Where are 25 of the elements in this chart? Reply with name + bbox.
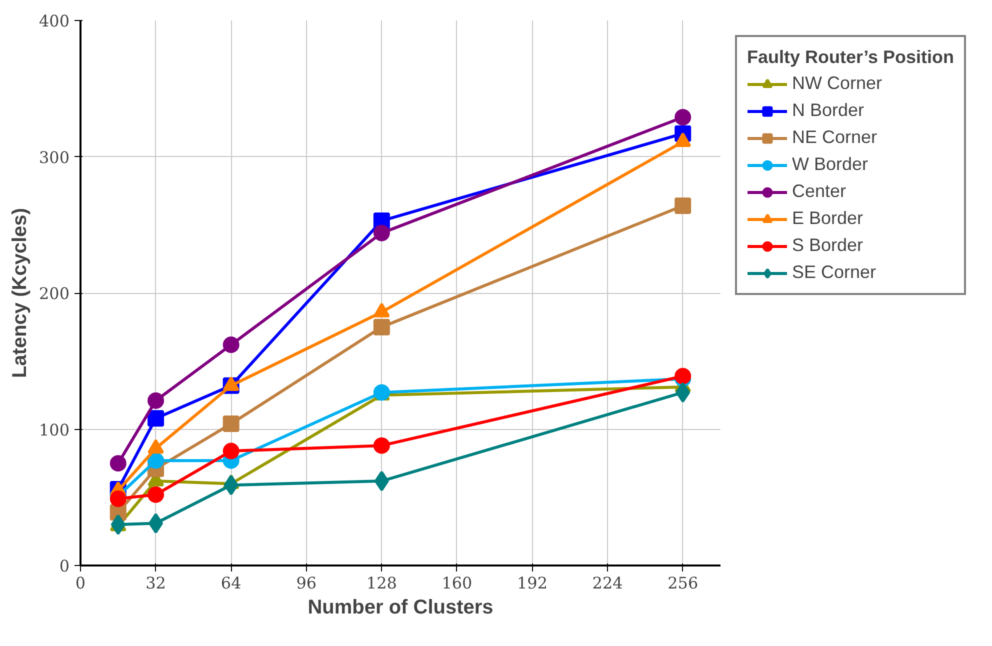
legend-label: SE Corner: [792, 262, 876, 283]
y-tick-label: 200: [38, 284, 70, 303]
y-tick-label: 300: [38, 148, 70, 167]
legend-label: E Border: [792, 208, 864, 229]
x-tick-label: 128: [366, 574, 397, 592]
x-tick-label: 160: [442, 574, 472, 592]
legend-label: N Border: [792, 100, 864, 121]
legend-label: Center: [792, 181, 846, 202]
x-tick-label: 256: [668, 574, 698, 592]
legend-title: Faulty Router’s Position: [747, 47, 954, 68]
x-tick-label: 64: [220, 574, 242, 592]
legend-label: NE Corner: [792, 127, 878, 148]
legend-label: W Border: [792, 154, 868, 175]
y-tick-label: 0: [59, 556, 70, 576]
x-tick-label: 32: [146, 574, 166, 592]
x-tick-label: 96: [296, 574, 317, 592]
x-tick-label: 192: [516, 574, 548, 592]
legend-label: NW Corner: [792, 73, 882, 94]
y-axis-title: Latency (Kcycles): [8, 208, 31, 378]
x-tick-label: 224: [592, 574, 623, 592]
x-axis-title: Number of Clusters: [308, 596, 494, 618]
y-tick-label: 400: [38, 12, 70, 30]
x-tick-label: 0: [75, 574, 86, 592]
y-tick-label: 100: [38, 420, 70, 440]
legend-label: S Border: [792, 235, 864, 256]
